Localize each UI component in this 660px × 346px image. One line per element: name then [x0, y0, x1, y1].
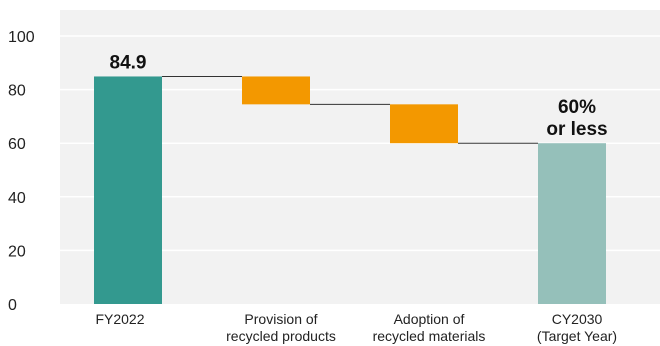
- x-tick-label: FY2022: [95, 311, 144, 327]
- y-tick-label: 100: [8, 29, 35, 46]
- x-tick-label: CY2030: [552, 311, 603, 327]
- data-label: 60%: [558, 97, 596, 118]
- y-tick-label: 60: [8, 136, 26, 153]
- x-tick-label: Adoption of: [394, 311, 465, 327]
- y-tick-label: 20: [8, 243, 26, 260]
- y-tick-label: 40: [8, 190, 26, 207]
- data-label: or less: [546, 119, 607, 140]
- x-tick-label: recycled products: [226, 328, 336, 344]
- x-tick-label: (Target Year): [537, 328, 617, 344]
- bar-total: [538, 143, 606, 304]
- bar-decrease: [390, 104, 458, 144]
- data-label: 84.9: [110, 52, 147, 73]
- y-tick-label: 80: [8, 83, 26, 100]
- x-tick-label: recycled materials: [373, 328, 486, 344]
- x-tick-label: Provision of: [244, 311, 317, 327]
- y-tick-label: 0: [8, 297, 17, 314]
- bar-total: [94, 76, 162, 304]
- bar-decrease: [242, 76, 310, 105]
